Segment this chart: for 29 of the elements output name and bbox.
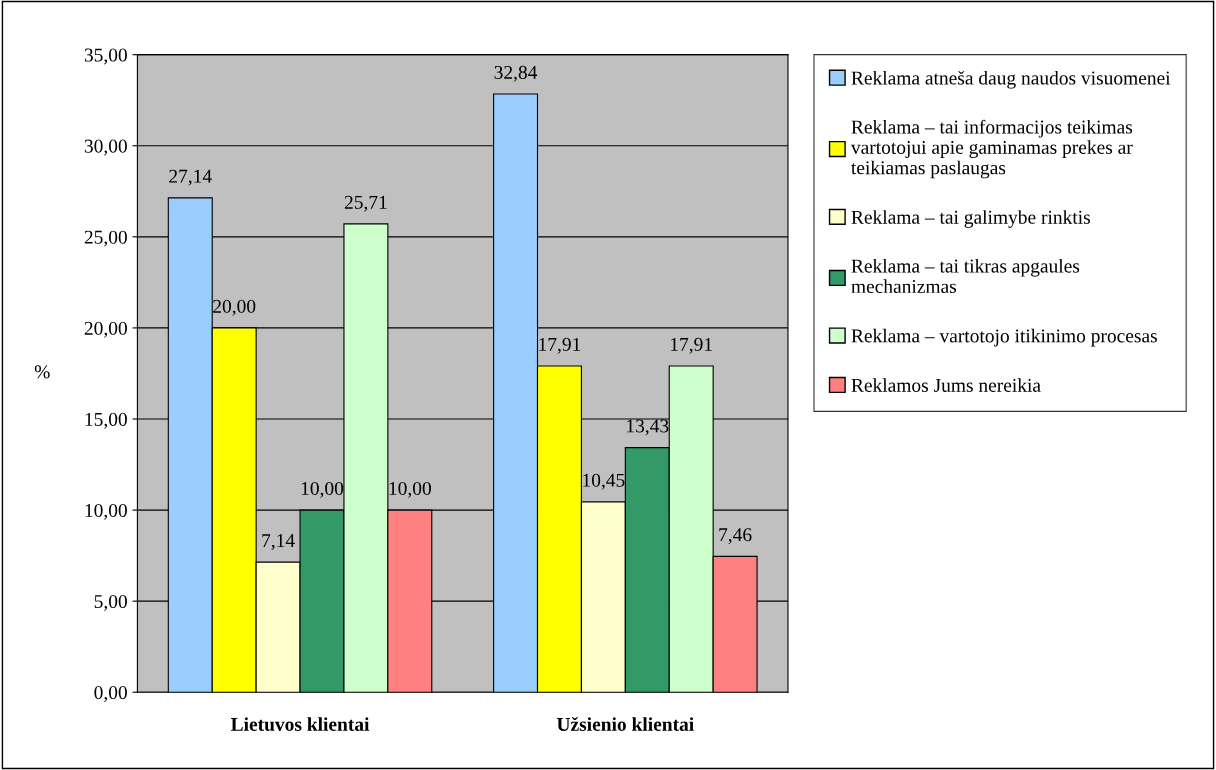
legend-label: Reklama – tai informacijos teikimas vartotojui apie gaminamas prekes ar teikiamas paslaugas [850, 119, 1133, 179]
y-axis-title: % [34, 365, 50, 379]
y-tick-label: 20,00 [84, 321, 127, 338]
y-tick-label: 30,00 [84, 139, 127, 156]
data-label: 10,00 [389, 481, 431, 498]
data-label: 17,91 [539, 337, 581, 354]
x-tick-label: Lietuvos klientai [230, 717, 370, 731]
y-tick-label: 0,00 [94, 686, 127, 702]
y-tick-label: 10,00 [85, 503, 127, 520]
data-label: 25,71 [344, 195, 387, 212]
y-tick-label: 5,00 [94, 594, 127, 611]
x-tick-label: Užsienio klientai [556, 717, 694, 731]
data-label: 10,45 [583, 473, 625, 490]
legend-label: Reklama – vartotojo itikinimo procesas [851, 328, 1157, 347]
legend-label: Reklama atneša daug naudos visuomenei [851, 70, 1171, 89]
y-tick-label: 35,00 [84, 48, 127, 65]
data-label: 7,46 [719, 528, 752, 545]
data-label: 20,00 [213, 299, 256, 316]
legend-label: Reklama – tai tikras apgaules mechanizmas [851, 258, 1080, 294]
data-label: 17,91 [671, 337, 712, 354]
data-label: 32,84 [494, 65, 538, 82]
legend-label: Reklama – tai galimybe rinktis [851, 210, 1090, 228]
y-tick-label: 15,00 [85, 412, 127, 429]
data-label: 13,43 [627, 419, 669, 436]
data-label: 7,14 [262, 534, 295, 550]
legend-label: Reklamos Jums nereikia [851, 378, 1041, 392]
data-label: 10,00 [301, 481, 344, 498]
y-tick-label: 25,00 [84, 230, 127, 247]
data-label: 27,14 [169, 169, 212, 186]
